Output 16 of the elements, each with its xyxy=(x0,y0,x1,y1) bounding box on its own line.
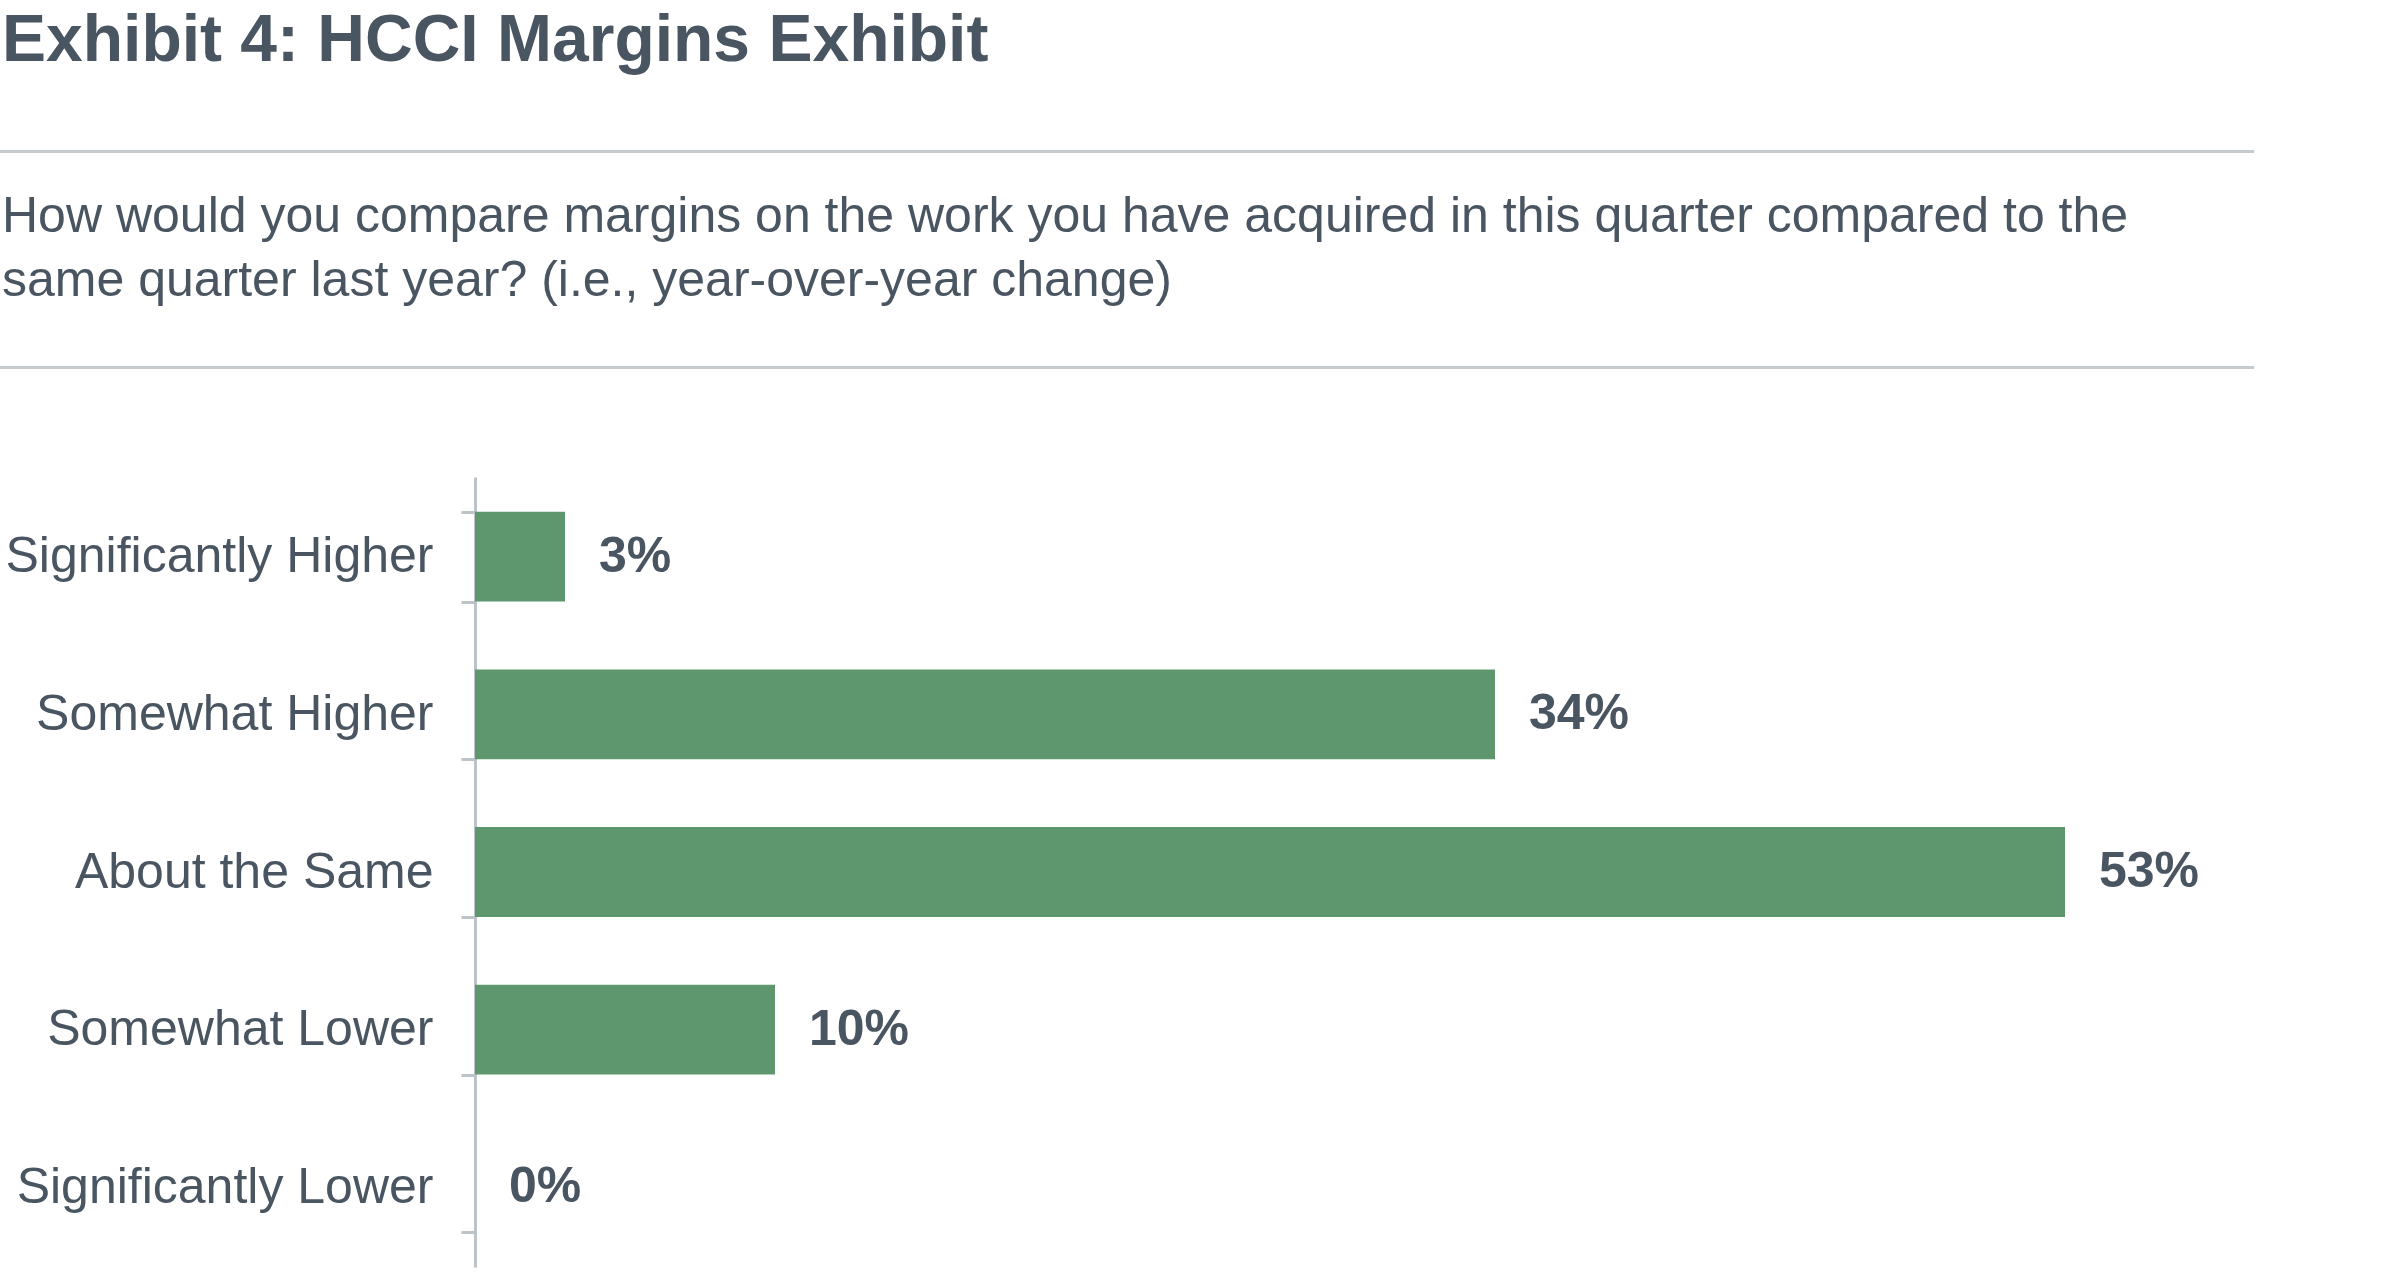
data-label: 10% xyxy=(809,999,910,1056)
y-tick-label: Significantly Lower xyxy=(16,1157,434,1214)
bar xyxy=(475,669,1495,760)
bar xyxy=(475,827,2065,917)
bar xyxy=(475,984,775,1075)
y-tick-label: Somewhat Lower xyxy=(47,1000,434,1057)
chart-title: Exhibit 4: HCCI Margins Exhibit xyxy=(1,0,990,77)
data-label: 3% xyxy=(599,526,672,583)
data-label: 53% xyxy=(2099,842,2200,898)
y-tick-label: Somewhat Higher xyxy=(36,684,434,741)
y-tick-label: Significantly Higher xyxy=(5,527,434,584)
y-tick-label: About the Same xyxy=(74,842,434,899)
chart-subtitle: How would you compare margins on the work you have acquired in this quarter compared to the same quarter last year? (i.e., year-over-year change) xyxy=(1,186,2130,309)
data-label: 0% xyxy=(509,1157,582,1214)
bar xyxy=(475,511,565,602)
data-label: 34% xyxy=(1529,684,1630,741)
